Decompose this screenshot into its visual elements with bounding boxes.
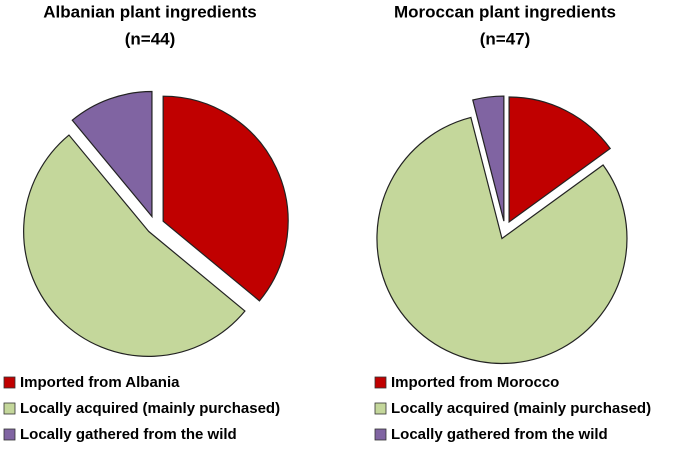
pie-slice <box>508 96 612 224</box>
pie-slice <box>472 95 505 222</box>
chart-title: Albanian plant ingredients <box>43 2 256 21</box>
chart-subtitle: (n=47) <box>480 29 531 48</box>
legend-swatch <box>374 428 387 441</box>
chart-subtitle: (n=44) <box>125 29 176 48</box>
legend-label: Locally acquired (mainly purchased) <box>391 400 651 417</box>
legend-label: Imported from Morocco <box>391 374 559 391</box>
chart-title: Moroccan plant ingredients <box>394 2 616 21</box>
legend-label: Locally gathered from the wild <box>20 426 237 443</box>
legend-swatch <box>3 376 16 389</box>
legend-label: Imported from Albania <box>20 374 180 391</box>
legend-label: Locally gathered from the wild <box>391 426 608 443</box>
legend-swatch <box>3 428 16 441</box>
legend-swatch <box>374 376 387 389</box>
pie-slice <box>162 95 289 302</box>
pie-slice <box>23 134 246 357</box>
pie-slice <box>376 116 628 365</box>
legend-swatch <box>374 402 387 415</box>
legend-swatch <box>3 402 16 415</box>
legend-label: Locally acquired (mainly purchased) <box>20 400 280 417</box>
pie-slice <box>71 90 153 219</box>
